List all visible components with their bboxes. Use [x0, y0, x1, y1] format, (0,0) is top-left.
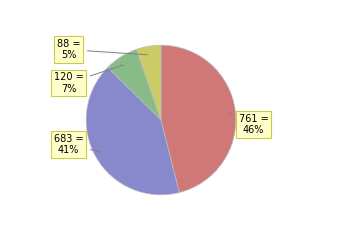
Wedge shape	[86, 68, 179, 195]
Text: 120 =
7%: 120 = 7%	[54, 65, 123, 94]
Wedge shape	[136, 45, 161, 120]
Text: 88 =
5%: 88 = 5%	[57, 39, 147, 60]
Wedge shape	[108, 49, 161, 120]
Text: 761 =
46%: 761 = 46%	[229, 113, 268, 135]
Wedge shape	[161, 45, 236, 192]
Text: 683 =
41%: 683 = 41%	[54, 134, 101, 156]
